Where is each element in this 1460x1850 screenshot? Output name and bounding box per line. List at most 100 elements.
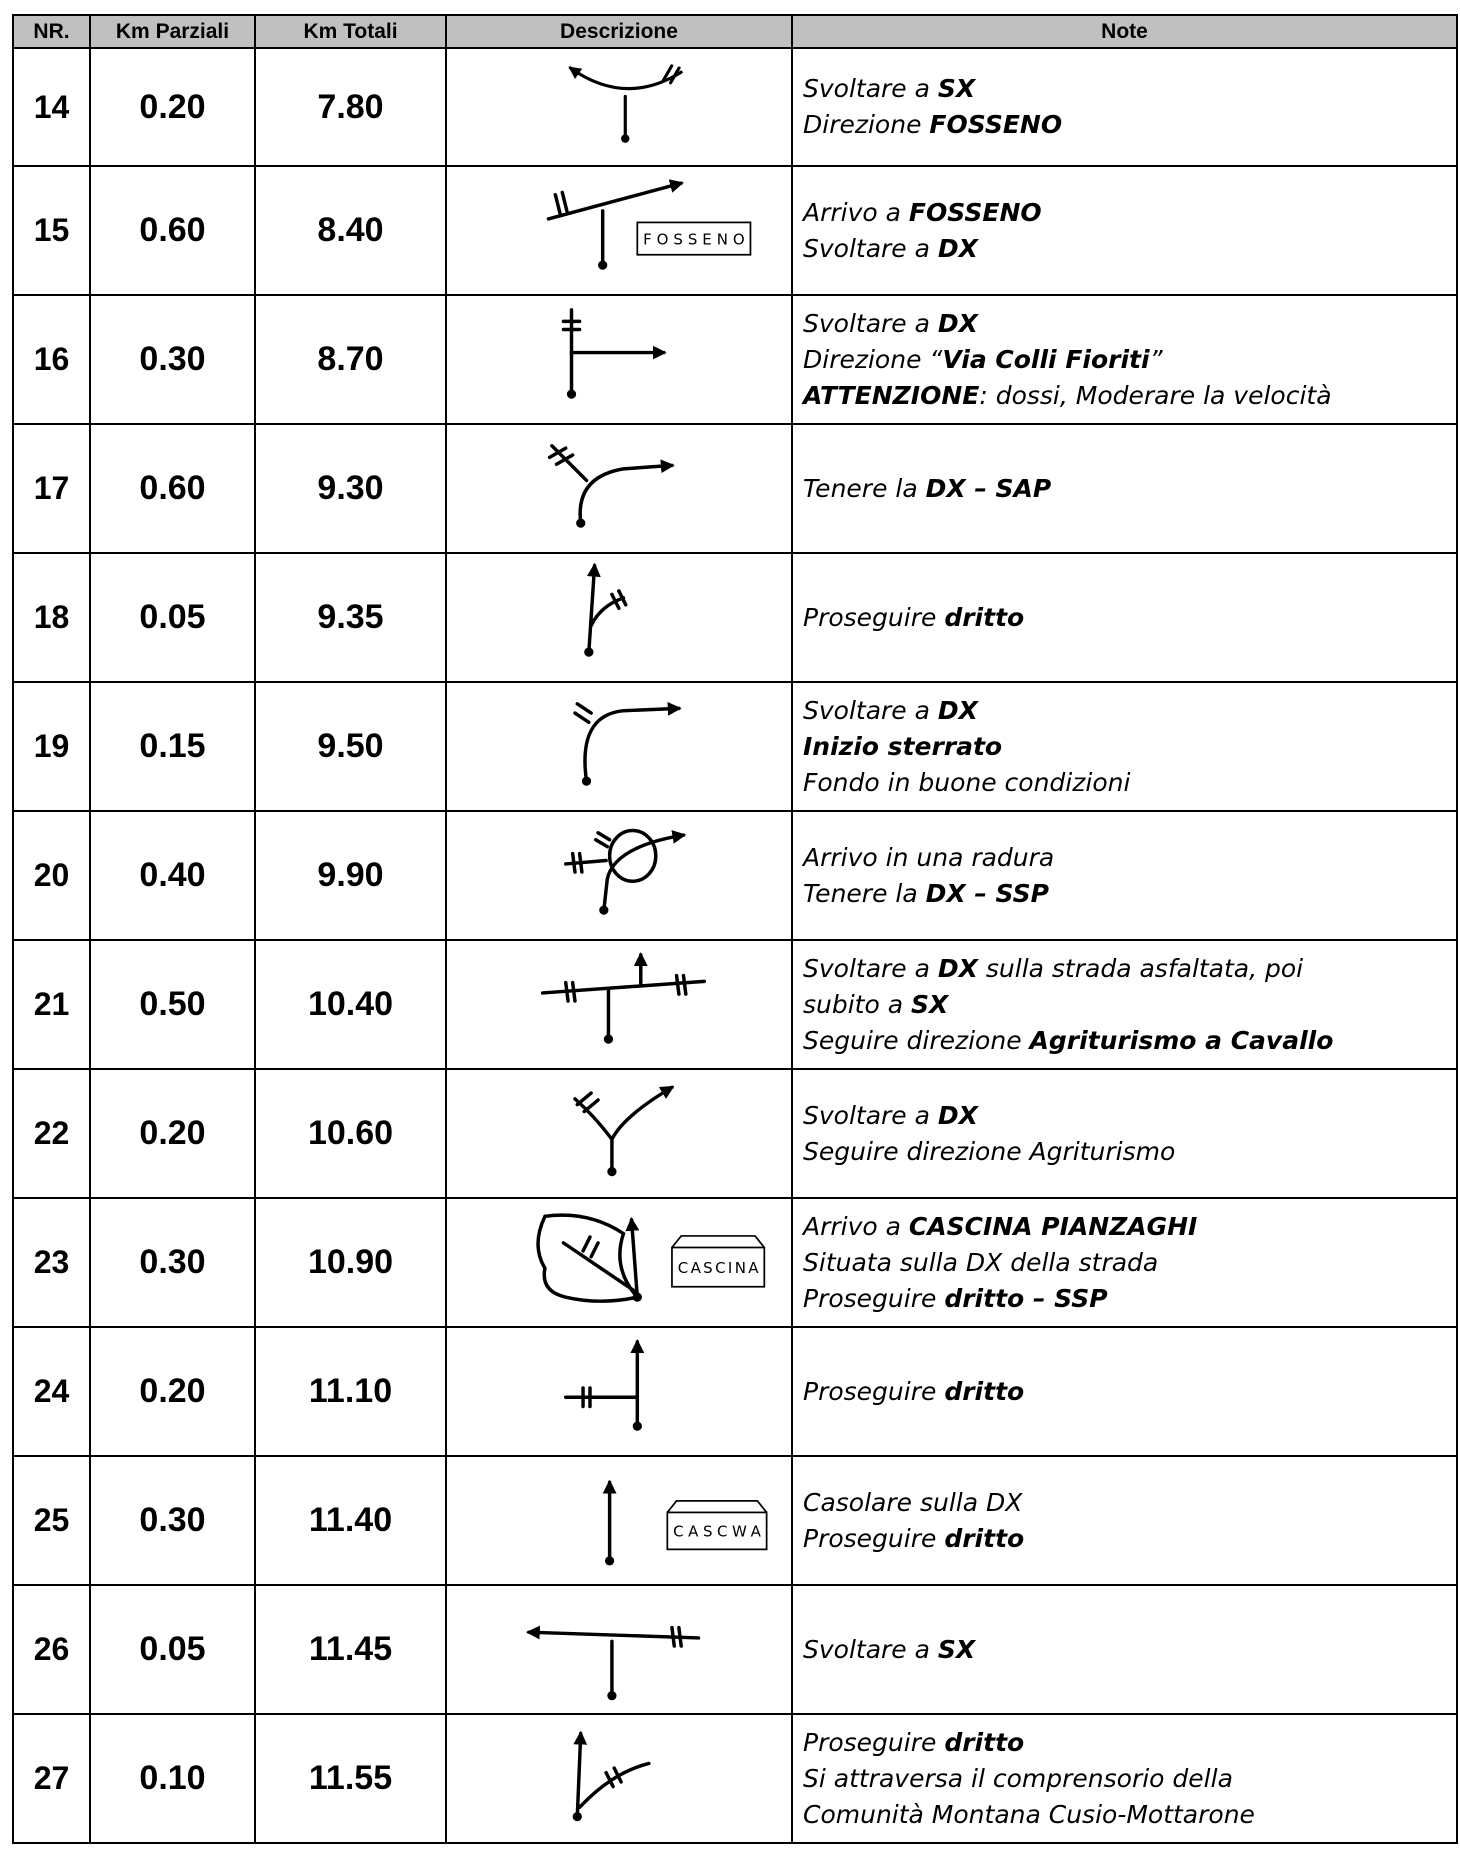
header-cell: Note — [791, 14, 1458, 49]
note-text: SX — [911, 989, 949, 1019]
table-row: 22 0.20 10.60 Svoltare a DX Seguire direzion… — [12, 1068, 1458, 1199]
start-dot — [632, 1292, 642, 1302]
note-text: Arrivo a — [803, 1211, 909, 1241]
nr-cell: 27 — [12, 1713, 91, 1844]
note-line: Arrivo in una radura — [803, 840, 1456, 876]
km-totali-cell: 9.35 — [254, 552, 447, 683]
road-line — [573, 702, 593, 724]
note-text: DX — [937, 233, 978, 263]
road-line — [547, 446, 575, 466]
route-sketch — [564, 1339, 645, 1431]
table-row: 27 0.10 11.55 Proseguire dritto Si attravers… — [12, 1713, 1458, 1844]
sign-box — [636, 221, 752, 256]
note-text: Proseguire — [803, 1376, 945, 1406]
note-line: Tenere la DX – SAP — [803, 471, 1456, 507]
note-text: DX — [937, 953, 978, 983]
note-text: Svoltare a — [803, 1634, 938, 1664]
note-text: Arrivo a — [803, 197, 909, 227]
note-line: Arrivo a FOSSENO — [803, 195, 1456, 231]
description-cell — [445, 1713, 793, 1844]
road-line — [607, 828, 658, 883]
sign-text: CASCINA — [678, 1259, 760, 1277]
table-row: 25 0.30 11.40 CASCWA Casolare sulla DX Proseg… — [12, 1455, 1458, 1586]
road-arrow — [546, 179, 684, 221]
nr-cell: 20 — [12, 810, 91, 941]
note-text: Arrivo in una radura — [803, 842, 1055, 872]
km-parziali-cell: 0.30 — [89, 294, 256, 425]
nr-cell: 17 — [12, 423, 91, 554]
note-text: Agriturismo a Cavallo — [1029, 1025, 1334, 1055]
note-text: Svoltare a — [803, 1100, 938, 1130]
table-row: 16 0.30 8.70 Svoltare a DX Direzione “Via Co… — [12, 294, 1458, 425]
note-text: Proseguire — [803, 1727, 945, 1757]
km-totali-cell: 9.50 — [254, 681, 447, 812]
note-line: Direzione “Via Colli Fioriti” — [803, 342, 1456, 378]
note-cell: Proseguire dritto — [791, 552, 1458, 683]
nr-cell: 15 — [12, 165, 91, 296]
route-sketch — [540, 952, 707, 1044]
start-dot — [599, 905, 609, 915]
note-line: Svoltare a DX — [803, 693, 1456, 729]
road-line — [553, 190, 569, 215]
note-line: Proseguire dritto — [803, 1521, 1456, 1557]
road-line — [564, 858, 608, 866]
note-line: Tenere la DX – SSP — [803, 876, 1456, 912]
route-sketch — [564, 828, 687, 915]
note-text: Seguire direzione Agriturismo — [803, 1136, 1176, 1166]
note-text: Tenere la — [803, 878, 926, 908]
note-line: Direzione FOSSENO — [803, 107, 1456, 143]
road-line — [604, 1766, 623, 1789]
note-text: dritto — [944, 1376, 1025, 1406]
note-line: Proseguire dritto – SSP — [803, 1281, 1456, 1317]
nr-cell: 26 — [12, 1584, 91, 1715]
note-line: Fondo in buone condizioni — [803, 765, 1456, 801]
km-totali-cell: 10.40 — [254, 939, 447, 1070]
route-sketch — [526, 1625, 701, 1701]
road-arrow — [583, 701, 682, 783]
km-totali-cell: 10.60 — [254, 1068, 447, 1199]
note-cell: Svoltare a SX Direzione FOSSENO — [791, 47, 1458, 167]
table-row: 18 0.05 9.35 Proseguire dritto — [12, 552, 1458, 683]
road-line — [561, 1241, 637, 1294]
km-parziali-cell: 0.05 — [89, 1584, 256, 1715]
note-cell: Svoltare a DX sulla strada asfaltata, po… — [791, 939, 1458, 1070]
start-dot — [607, 1691, 617, 1701]
header-cell: NR. — [12, 14, 91, 49]
note-cell: Svoltare a DX Inizio sterrato Fondo in buo… — [791, 681, 1458, 812]
road-arrow — [625, 1217, 640, 1299]
road-arrow — [568, 66, 683, 91]
road-line — [594, 831, 612, 849]
road-line — [570, 851, 584, 874]
km-parziali-cell: 0.20 — [89, 1326, 256, 1457]
description-cell — [445, 1326, 793, 1457]
description-cell — [445, 552, 793, 683]
nr-cell: 23 — [12, 1197, 91, 1328]
route-sketch — [573, 1085, 675, 1177]
start-dot — [576, 518, 586, 528]
note-text: Direzione — [803, 110, 930, 139]
description-cell — [445, 423, 793, 554]
route-sketch — [547, 444, 675, 528]
km-totali-cell: 9.30 — [254, 423, 447, 554]
road-line — [536, 1213, 641, 1303]
note-text: CASCINA PIANZAGHI — [908, 1211, 1198, 1241]
note-cell: Arrivo a CASCINA PIANZAGHI Situata sulla … — [791, 1197, 1458, 1328]
table-row: 17 0.60 9.30 Tenere la DX – SAP — [12, 423, 1458, 554]
nr-cell: 25 — [12, 1455, 91, 1586]
km-parziali-cell: 0.30 — [89, 1455, 256, 1586]
start-dot — [621, 134, 630, 143]
note-line: Seguire direzione Agriturismo — [803, 1134, 1456, 1170]
note-text: subito a — [803, 989, 911, 1019]
sign-box — [666, 1511, 768, 1551]
description-cell: CASCINA — [445, 1197, 793, 1328]
route-sketch — [573, 701, 682, 786]
nr-cell: 19 — [12, 681, 91, 812]
nr-cell: 18 — [12, 552, 91, 683]
description-cell — [445, 47, 793, 167]
nr-cell: 14 — [12, 47, 91, 167]
route-sketch — [584, 562, 628, 657]
km-totali-cell: 10.90 — [254, 1197, 447, 1328]
table-row: 20 0.40 9.90 Arrivo in una radura Tenere la … — [12, 810, 1458, 941]
note-text: Direzione “ — [803, 344, 943, 374]
